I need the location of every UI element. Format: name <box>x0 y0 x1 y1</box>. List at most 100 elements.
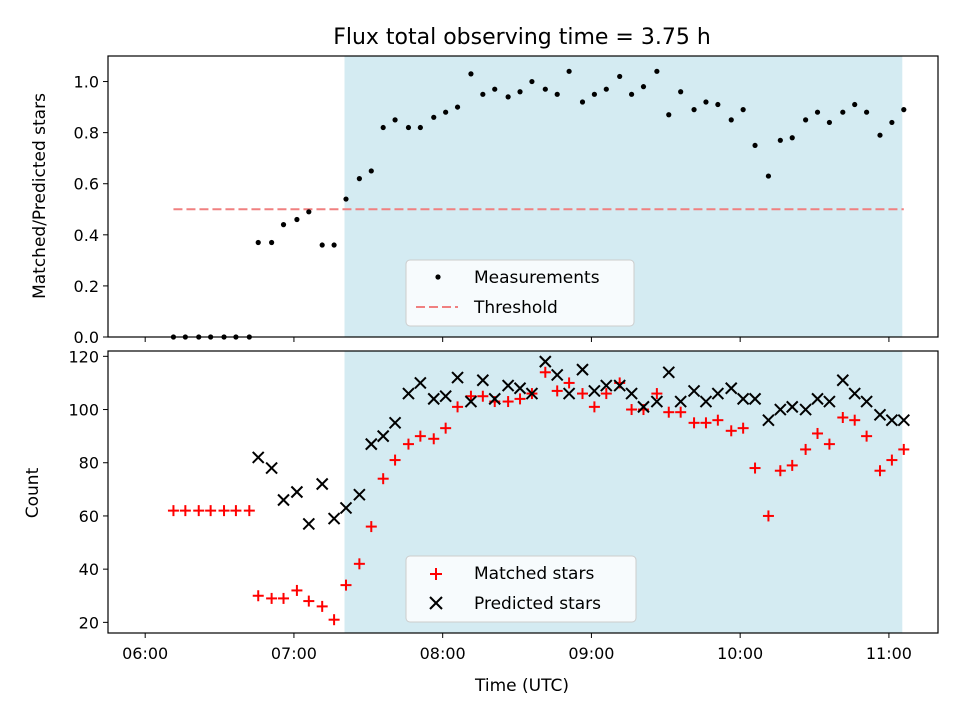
matched-star-point <box>576 388 588 400</box>
predicted-star-point <box>637 400 650 414</box>
measurement-point <box>306 209 312 215</box>
measurement-point <box>752 142 758 149</box>
measurement-point <box>777 137 783 143</box>
measurement-point <box>877 132 883 138</box>
matched-star-point <box>675 406 687 418</box>
measurement-point <box>255 239 261 246</box>
measurement-point <box>678 89 684 95</box>
x-tick-label: 11:00 <box>866 644 912 663</box>
measurement-point <box>889 119 895 126</box>
measurement-point <box>715 101 721 108</box>
matched-star-point <box>688 417 700 429</box>
measurement-point <box>492 86 498 92</box>
measurement-point <box>517 89 523 95</box>
matched-star-point <box>389 454 401 466</box>
top-legend: Measurements Threshold <box>405 259 635 327</box>
measurement-point <box>417 124 423 131</box>
x-tick-label: 06:00 <box>122 644 168 663</box>
matched-star-point <box>539 366 551 378</box>
matched-star-point <box>340 579 352 591</box>
x-axis-label: Time (UTC) <box>474 676 569 696</box>
x-tick-label: 07:00 <box>271 644 317 663</box>
top-y-tick-label: 1.0 <box>74 73 99 92</box>
predicted-stars-points <box>252 355 910 531</box>
matched-star-point <box>663 406 675 418</box>
predicted-star-point <box>799 403 812 416</box>
matched-star-point <box>737 422 749 434</box>
measurement-point <box>852 101 858 108</box>
matched-star-point <box>252 590 264 602</box>
legend-matched-label: Matched stars <box>474 564 594 584</box>
matched-star-point <box>874 465 886 477</box>
matched-star-point <box>800 443 812 455</box>
bottom-panel: 20 40 60 80 100 120 06:00 07:00 08:00 09:00 10:00 1… <box>23 347 939 696</box>
matched-star-point <box>626 404 638 416</box>
bottom-y-tick-label: 80 <box>79 454 99 473</box>
predicted-star-point <box>823 395 836 408</box>
measurement-point <box>280 222 287 228</box>
matched-star-point <box>365 521 377 533</box>
predicted-star-point <box>588 384 601 398</box>
predicted-star-point <box>613 379 626 392</box>
measurement-point <box>617 73 623 80</box>
top-panel: 0.0 0.2 0.4 0.6 0.8 1.0 Matched/Predicted sta… <box>30 55 939 347</box>
measurement-point <box>294 216 300 223</box>
measurement-point <box>343 196 349 202</box>
matched-star-point <box>303 595 315 607</box>
predicted-star-point <box>376 429 390 443</box>
bottom-y-tick-label: 40 <box>79 560 99 579</box>
predicted-star-point <box>290 485 304 499</box>
matched-star-point <box>861 430 873 442</box>
x-tick-label: 08:00 <box>420 644 466 663</box>
measurement-point <box>579 99 586 105</box>
measurement-point <box>269 239 275 246</box>
measurement-point <box>591 91 597 97</box>
matched-star-point <box>402 438 414 450</box>
measurement-point <box>691 107 697 113</box>
bottom-y-tick-label: 60 <box>79 507 99 526</box>
bottom-y-tick-label: 20 <box>79 613 99 632</box>
predicted-star-point <box>562 387 576 400</box>
predicted-star-point <box>786 400 799 414</box>
matched-star-point <box>551 385 563 397</box>
predicted-star-point <box>464 395 478 408</box>
measurement-point <box>529 78 535 85</box>
measurement-point <box>405 124 412 131</box>
bottom-y-tick-label: 120 <box>68 347 99 366</box>
matched-star-point <box>243 505 255 517</box>
top-y-tick-label: 0.2 <box>74 277 99 296</box>
measurement-point <box>703 99 709 105</box>
predicted-star-point <box>252 451 265 464</box>
matched-star-point <box>762 510 774 522</box>
matched-star-point <box>651 388 663 400</box>
matched-star-point <box>465 390 477 402</box>
predicted-star-point <box>551 368 564 382</box>
measurement-point <box>380 124 386 131</box>
matched-star-point <box>291 584 303 596</box>
predicted-star-point <box>576 363 589 376</box>
matched-star-point <box>700 417 712 429</box>
predicted-star-point <box>501 379 515 392</box>
top-axes-frame <box>107 55 939 338</box>
x-tick-label: 09:00 <box>568 644 614 663</box>
bottom-axis-ticks: 20 40 60 80 100 120 06:00 07:00 08:00 09:00 10:00 1… <box>68 347 912 663</box>
predicted-star-point <box>699 395 713 408</box>
top-y-tick-label: 0.8 <box>74 124 99 143</box>
matched-star-point <box>898 443 910 455</box>
measurement-point <box>826 119 833 126</box>
measurement-point <box>840 109 846 115</box>
matched-star-point <box>588 401 600 413</box>
measurement-point <box>554 91 560 97</box>
matched-star-point <box>514 393 526 405</box>
legend-threshold-label: Threshold <box>473 298 558 318</box>
measurement-point <box>443 109 449 115</box>
measurement-point <box>901 107 907 113</box>
predicted-star-point <box>762 413 775 427</box>
predicted-star-point <box>885 413 899 427</box>
matched-star-point <box>786 459 798 471</box>
matched-star-point <box>353 558 365 570</box>
predicted-star-point <box>265 461 278 475</box>
predicted-star-point <box>860 395 873 408</box>
bottom-y-axis-label: Count <box>23 467 43 518</box>
bottom-legend: Matched stars Predicted stars <box>405 555 637 623</box>
